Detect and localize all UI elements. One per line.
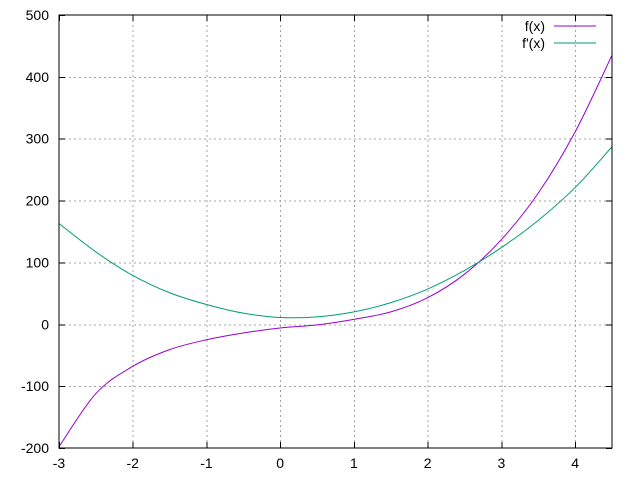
x-tick-label: 0	[276, 455, 284, 471]
legend-label: f'(x)	[522, 35, 545, 51]
x-tick-label: -1	[200, 455, 213, 471]
y-tick-label: 500	[26, 7, 50, 23]
x-tick-label: 1	[350, 455, 358, 471]
x-tick-label: -3	[53, 455, 66, 471]
series-line-0	[58, 54, 613, 448]
y-tick-labels: -200 -100 0 100 200 300 400 500	[21, 7, 49, 456]
series-line-1	[58, 146, 613, 319]
y-tick-label: 200	[26, 193, 50, 209]
x-tick-label: -2	[127, 455, 140, 471]
plot-frame	[58, 14, 613, 449]
x-tick-label: 2	[424, 455, 432, 471]
y-tick-label: -200	[21, 440, 49, 456]
tick-marks	[59, 15, 612, 449]
x-tick-label: 3	[498, 455, 506, 471]
y-tick-label: 100	[26, 254, 50, 270]
y-tick-label: 300	[26, 131, 50, 147]
y-tick-label: 0	[41, 316, 49, 332]
legend: f(x)f'(x)	[522, 18, 596, 51]
legend-label: f(x)	[525, 18, 545, 34]
series-lines	[58, 54, 613, 448]
y-tick-label: 400	[26, 69, 50, 85]
x-tick-label: 4	[571, 455, 579, 471]
y-tick-label: -100	[21, 378, 49, 394]
x-tick-labels: -3 -2 -1 0 1 2 3 4	[53, 455, 579, 471]
grid-lines	[59, 15, 612, 448]
